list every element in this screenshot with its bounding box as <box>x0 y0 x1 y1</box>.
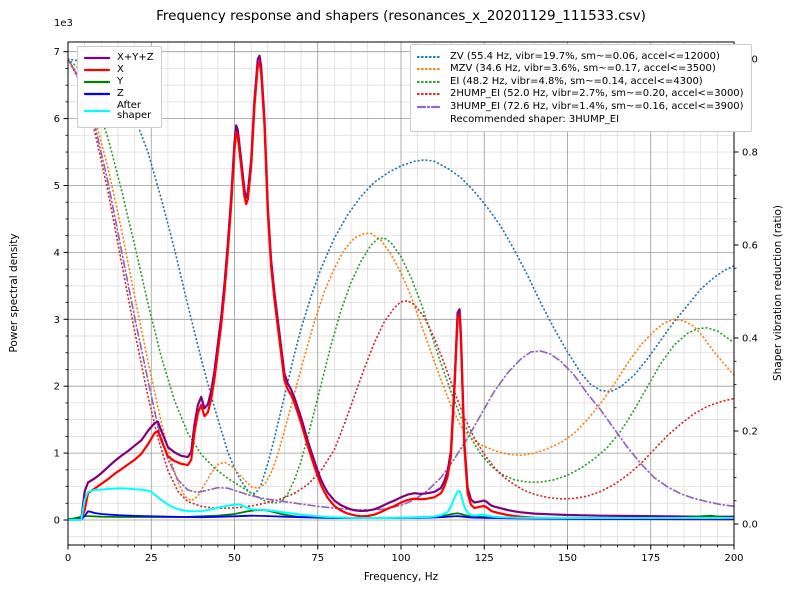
legend-swatch-ei <box>417 80 443 83</box>
x-tick-label: 0 <box>65 553 71 564</box>
curve-psd-x-y-z <box>68 54 734 521</box>
legend-swatch-y <box>84 80 110 84</box>
legend-swatch-z <box>84 92 110 96</box>
y-left-tick-label: 1 <box>54 449 60 460</box>
x-tick-label: 75 <box>311 553 324 564</box>
legend-swatch-x <box>84 68 110 72</box>
curve-shaper-mzv <box>68 58 734 502</box>
chart-title: Frequency response and shapers (resonanc… <box>156 8 646 24</box>
y-right-tick-label: 0.6 <box>742 241 758 252</box>
y-left-tick-label: 2 <box>54 382 60 393</box>
y-left-tick-label: 7 <box>54 47 60 58</box>
legend-label: EI (48.2 Hz, vibr=4.8%, sm~=0.14, accel<… <box>450 75 703 87</box>
legend-shapers: ZV (55.4 Hz, vibr=19.7%, sm~=0.06, accel… <box>410 44 752 133</box>
legend-swatch-3hump_ei <box>417 105 443 109</box>
x-tick-label: 50 <box>228 553 241 564</box>
x-tick-label: 25 <box>145 553 158 564</box>
legend-item-after: After shaper <box>84 101 154 121</box>
legend-psd: X+Y+Z X Y Z After shaper <box>77 46 162 128</box>
legend-label: X+Y+Z <box>117 52 154 63</box>
legend-item-z: Z <box>84 89 154 99</box>
legend-swatch-zv <box>417 55 443 58</box>
x-tick-label: 150 <box>558 553 577 564</box>
x-tick-label: 125 <box>475 553 494 564</box>
y-axis-label-right: Shaper vibration reduction (ratio) <box>772 205 784 381</box>
curve-shaper-3hump_ei <box>68 58 734 511</box>
legend-item-2hump_ei: 2HUMP_EI (52.0 Hz, vibr=2.7%, sm~=0.20, … <box>417 89 744 99</box>
y-left-tick-label: 6 <box>54 114 60 125</box>
curve-shaper-2hump_ei <box>68 58 734 510</box>
legend-swatch-after <box>84 109 110 113</box>
legend-swatch-mzv <box>417 68 443 71</box>
x-tick-label: 100 <box>391 553 410 564</box>
legend-label: After shaper <box>117 100 152 121</box>
x-tick-label: 175 <box>641 553 660 564</box>
legend-label: 3HUMP_EI (72.6 Hz, vibr=1.4%, sm~=0.16, … <box>450 100 744 112</box>
curve-shaper-ei <box>68 58 734 504</box>
legend-item-mzv: MZV (34.6 Hz, vibr=3.6%, sm~=0.17, accel… <box>417 64 744 74</box>
legend-label: MZV (34.6 Hz, vibr=3.6%, sm~=0.17, accel… <box>450 63 716 75</box>
legend-label: Z <box>117 88 124 99</box>
y-axis-offset-label: 1e3 <box>54 18 73 29</box>
legend-item-x-y-z: X+Y+Z <box>84 53 154 63</box>
legend-item-ei: EI (48.2 Hz, vibr=4.8%, sm~=0.14, accel<… <box>417 75 744 87</box>
legend-item-x: X <box>84 65 154 75</box>
y-axis-label-left: Power spectral density <box>8 233 20 352</box>
x-axis-label: Frequency, Hz <box>363 571 439 583</box>
axis-ticks <box>63 51 739 550</box>
y-right-tick-label: 0.4 <box>742 334 758 345</box>
legend-label: 2HUMP_EI (52.0 Hz, vibr=2.7%, sm~=0.20, … <box>450 88 744 100</box>
curve-shaper-zv <box>68 58 734 495</box>
y-left-tick-label: 3 <box>54 315 60 326</box>
legend-swatch-x-y-z <box>84 56 110 60</box>
y-left-tick-label: 0 <box>54 516 60 527</box>
legend-swatch-2hump_ei <box>417 93 443 96</box>
y-left-tick-label: 4 <box>54 248 60 259</box>
y-right-tick-label: 0.8 <box>742 148 758 159</box>
x-tick-label: 200 <box>724 553 743 564</box>
legend-label: ZV (55.4 Hz, vibr=19.7%, sm~=0.06, accel… <box>450 50 720 62</box>
y-right-tick-label: 0.2 <box>742 427 758 438</box>
legend-label: Y <box>117 76 124 87</box>
y-right-tick-label: 0.0 <box>742 520 758 531</box>
curve-psd-after-shaper <box>68 487 734 521</box>
legend-label: X <box>117 64 124 75</box>
y-left-tick-label: 5 <box>54 181 60 192</box>
legend-item-zv: ZV (55.4 Hz, vibr=19.7%, sm~=0.06, accel… <box>417 50 744 62</box>
recommended-shaper-text: Recommended shaper: 3HUMP_EI <box>450 113 620 125</box>
legend-footer: Recommended shaper: 3HUMP_EI <box>417 113 744 125</box>
curve-psd-x <box>68 61 734 521</box>
legend-item-y: Y <box>84 77 154 87</box>
legend-item-3hump_ei: 3HUMP_EI (72.6 Hz, vibr=1.4%, sm~=0.16, … <box>417 100 744 112</box>
curves <box>68 54 734 521</box>
